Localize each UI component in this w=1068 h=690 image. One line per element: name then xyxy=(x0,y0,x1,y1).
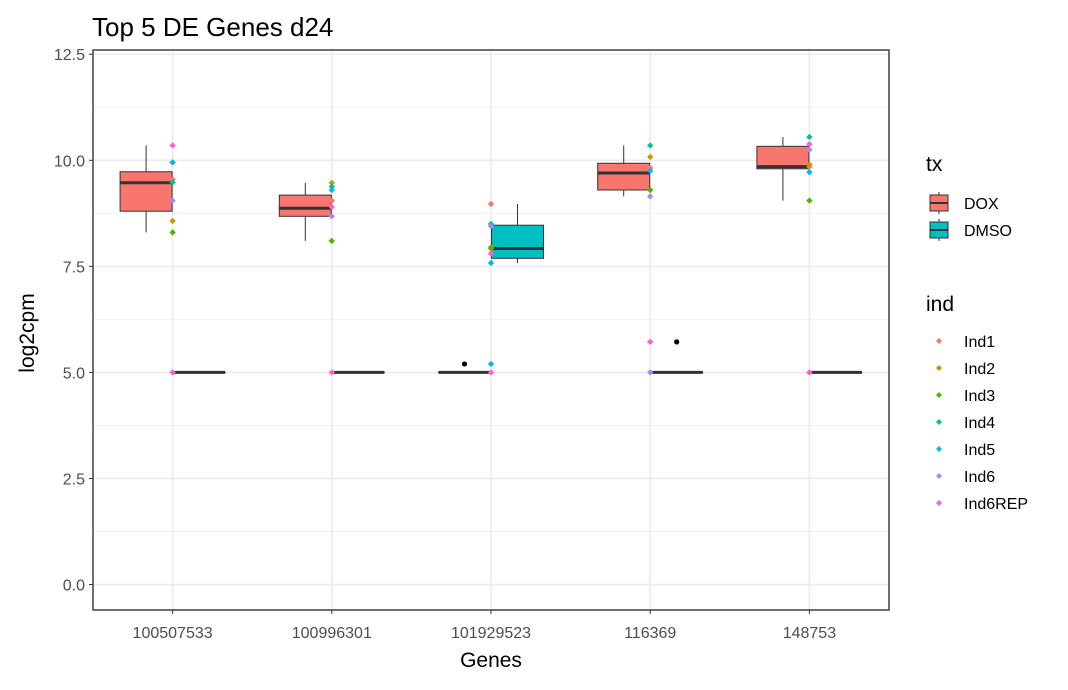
legend-ind-label: Ind4 xyxy=(964,415,995,432)
legend-ind-title: ind xyxy=(926,293,954,316)
legend-ind-key xyxy=(936,392,942,398)
legend-tx-item: DMSO xyxy=(926,217,1012,243)
y-tick-label: 5.0 xyxy=(63,365,85,382)
box-body xyxy=(120,172,172,211)
legend-ind-item: Ind4 xyxy=(936,415,995,432)
legend-tx: tx DOX DMSO xyxy=(926,153,1012,243)
legend-ind-key xyxy=(936,473,942,479)
legend-ind-label: Ind6 xyxy=(964,469,995,486)
legend-tx-label: DOX xyxy=(964,196,999,213)
y-tick-label: 10.0 xyxy=(54,153,85,170)
box-outlier-point xyxy=(674,339,679,344)
legend-ind-item: Ind3 xyxy=(936,388,995,405)
y-axis-title: log2cpm xyxy=(16,293,39,372)
x-tick-label: 100996301 xyxy=(292,625,372,642)
legend-ind-label: Ind2 xyxy=(964,361,995,378)
x-tick-label: 148753 xyxy=(783,625,836,642)
legend-ind-label: Ind3 xyxy=(964,388,995,405)
y-tick-label: 7.5 xyxy=(63,259,85,276)
plot-panel xyxy=(93,50,889,610)
box-body xyxy=(279,195,331,216)
x-axis-title: Genes xyxy=(460,649,522,672)
legend-tx-label: DMSO xyxy=(964,223,1012,240)
x-tick-label: 116369 xyxy=(624,625,676,642)
x-tick-label: 101929523 xyxy=(451,625,531,642)
legend-ind-key xyxy=(936,365,942,371)
box-body xyxy=(492,225,544,258)
legend-ind-item: Ind1 xyxy=(936,334,995,351)
chart-title: Top 5 DE Genes d24 xyxy=(92,12,333,42)
legend-ind: ind Ind1 Ind2 Ind3 Ind4 Ind5 Ind6 Ind6REP xyxy=(926,293,1028,513)
legend-ind-item: Ind6 xyxy=(936,469,995,486)
legend-tx-item: DOX xyxy=(926,190,999,216)
legend-ind-label: Ind1 xyxy=(964,334,995,351)
x-tick-label: 100507533 xyxy=(133,625,213,642)
legend-tx-title: tx xyxy=(926,153,943,176)
box-outlier-point xyxy=(462,361,467,366)
legend-ind-key xyxy=(936,500,942,506)
legend-ind-key xyxy=(936,338,942,344)
y-tick-label: 12.5 xyxy=(54,47,85,64)
box-body xyxy=(598,163,650,190)
legend-ind-item: Ind2 xyxy=(936,361,995,378)
x-axis-ticks: 100507533 100996301 101929523 116369 148753 xyxy=(133,610,837,642)
y-tick-label: 2.5 xyxy=(63,471,85,488)
y-axis-ticks: 0.0 2.5 5.0 7.5 10.0 12.5 xyxy=(54,47,93,594)
legend-ind-item: Ind6REP xyxy=(936,496,1028,513)
legend-ind-key xyxy=(936,446,942,452)
legend-ind-label: Ind6REP xyxy=(964,496,1028,513)
legend-ind-key xyxy=(936,419,942,425)
y-tick-label: 0.0 xyxy=(63,578,85,595)
legend-ind-item: Ind5 xyxy=(936,442,995,459)
legend-ind-label: Ind5 xyxy=(964,442,995,459)
